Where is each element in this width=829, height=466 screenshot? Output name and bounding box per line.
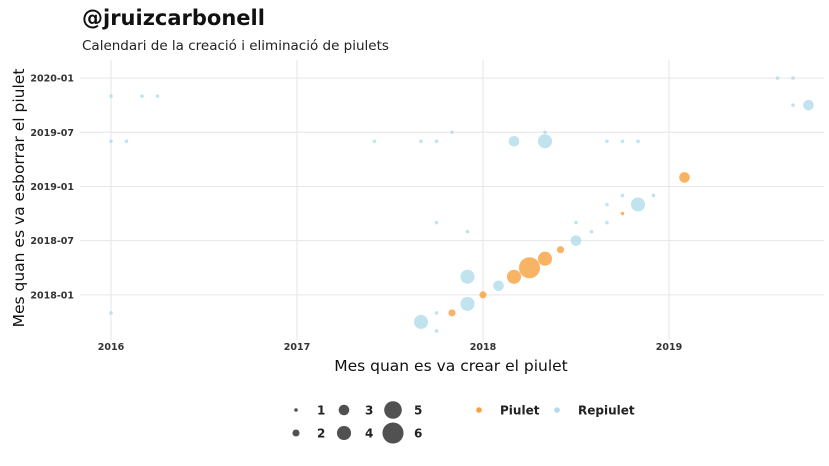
data-point-repiulet	[620, 193, 625, 198]
data-point-repiulet	[419, 139, 423, 144]
data-point-repiulet	[636, 139, 640, 144]
data-points	[109, 76, 814, 333]
size-legend-key	[336, 425, 352, 441]
data-point-repiulet	[630, 197, 646, 212]
data-point-repiulet	[574, 220, 578, 225]
data-point-repiulet	[434, 311, 439, 315]
data-point-repiulet	[620, 139, 625, 144]
data-point-repiulet	[605, 202, 609, 207]
data-point-repiulet	[589, 229, 594, 234]
data-point-repiulet	[508, 135, 520, 147]
grid-lines	[80, 60, 824, 340]
y-tick-label: 2019-07	[30, 128, 74, 139]
data-point-repiulet	[372, 139, 377, 144]
data-point-repiulet	[450, 130, 454, 135]
chart-subtitle: Calendari de la creació i eliminació de …	[82, 38, 389, 54]
size-legend-label: 4	[365, 427, 373, 441]
x-tick-label: 2016	[98, 342, 125, 353]
size-legend-key	[382, 422, 404, 444]
chart-title: @jruizcarbonell	[82, 6, 265, 30]
data-point-repiulet	[605, 220, 609, 225]
color-legend: Piulet Repiulet	[476, 404, 635, 418]
data-point-piulet	[518, 257, 541, 279]
data-point-piulet	[448, 309, 456, 317]
data-point-repiulet	[791, 76, 795, 80]
color-legend-key	[554, 407, 560, 413]
data-point-repiulet	[791, 103, 795, 107]
y-tick-label: 2018-07	[30, 236, 74, 247]
size-legend-label: 6	[414, 427, 422, 441]
x-tick-label: 2019	[656, 342, 682, 353]
data-point-repiulet	[570, 235, 582, 246]
data-point-piulet	[479, 291, 487, 299]
size-legend-label: 5	[414, 404, 422, 418]
data-point-repiulet	[109, 311, 113, 315]
data-point-repiulet	[775, 76, 780, 80]
data-point-repiulet	[651, 193, 656, 198]
color-legend-label: Repiulet	[578, 404, 635, 418]
data-point-piulet	[537, 251, 553, 266]
data-point-repiulet	[605, 139, 609, 144]
data-point-repiulet	[803, 99, 814, 111]
data-point-piulet	[506, 269, 522, 284]
size-legend-key	[294, 408, 298, 412]
data-point-repiulet	[434, 220, 439, 225]
y-tick-label: 2019-01	[30, 182, 74, 193]
data-point-piulet	[556, 246, 565, 254]
data-point-repiulet	[460, 296, 475, 311]
data-point-repiulet	[124, 139, 129, 144]
y-tick-label: 2020-01	[30, 74, 74, 85]
data-point-repiulet	[109, 139, 113, 144]
color-legend-label: Piulet	[500, 404, 540, 418]
data-point-repiulet	[155, 94, 160, 98]
x-tick-label: 2018	[470, 342, 497, 353]
size-legend-key	[384, 401, 402, 419]
data-point-repiulet	[413, 314, 429, 329]
size-legend-key	[292, 429, 300, 437]
data-point-repiulet	[434, 139, 439, 144]
data-point-repiulet	[109, 94, 113, 98]
data-point-repiulet	[460, 269, 475, 284]
data-point-repiulet	[465, 229, 470, 234]
size-legend-key	[338, 404, 350, 416]
data-point-piulet	[620, 211, 625, 216]
x-tick-labels: 2016 2017 2018 2019	[98, 342, 682, 353]
data-point-piulet	[679, 172, 690, 183]
data-point-repiulet	[140, 94, 144, 98]
data-point-repiulet	[493, 280, 504, 292]
color-legend-key	[476, 407, 482, 413]
y-tick-labels: 2018-01 2018-07 2019-01 2019-07 2020-01	[30, 74, 74, 302]
data-point-repiulet	[434, 329, 439, 333]
size-legend-label: 1	[317, 404, 325, 418]
size-legend-label: 3	[365, 404, 373, 418]
size-legend-label: 2	[317, 427, 325, 441]
x-tick-label: 2017	[284, 342, 310, 353]
size-legend: 1 2 3 4 5 6	[292, 401, 422, 444]
y-axis-title: Mes quan es va esborrar el piulet	[10, 69, 28, 328]
data-point-repiulet	[537, 134, 553, 149]
data-point-repiulet	[543, 130, 547, 135]
y-tick-label: 2018-01	[30, 290, 74, 301]
x-axis-title: Mes quan es va crear el piulet	[334, 357, 568, 375]
